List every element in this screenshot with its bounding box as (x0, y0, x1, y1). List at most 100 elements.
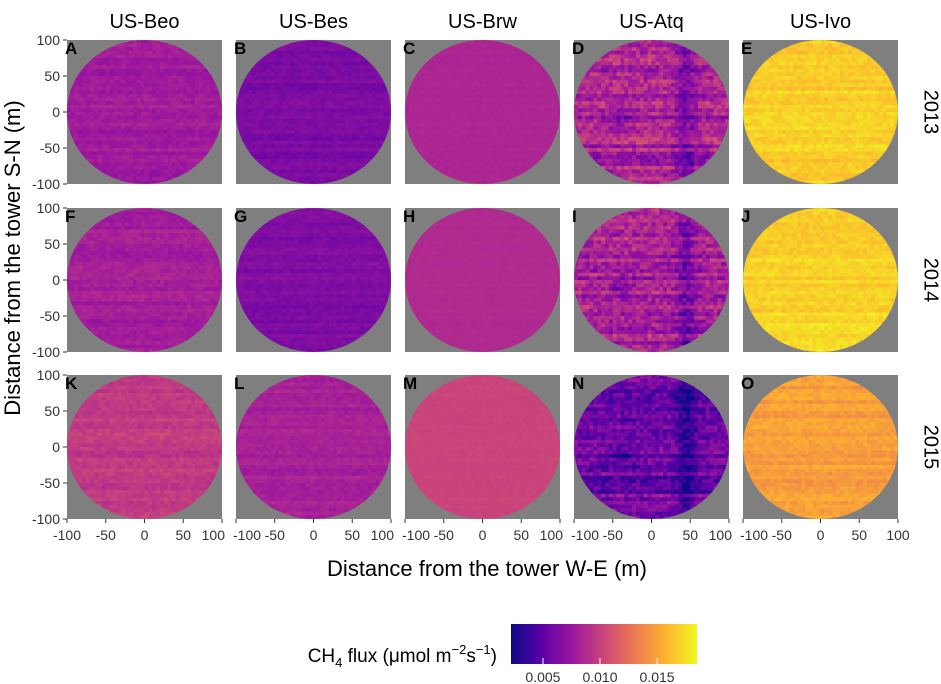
flux-cell (525, 68, 530, 73)
flux-cell (191, 79, 196, 84)
flux-cell (432, 104, 437, 109)
flux-cell (325, 50, 330, 55)
flux-cell (105, 79, 111, 84)
flux-cell (363, 58, 369, 63)
flux-cell (624, 47, 629, 52)
flux-cell (544, 112, 549, 117)
flux-cell (589, 86, 594, 91)
flux-cell (436, 126, 441, 131)
flux-cell (352, 61, 357, 66)
flux-cell (678, 58, 684, 63)
flux-cell (581, 119, 587, 124)
flux-cell (113, 68, 118, 73)
flux-cell (463, 180, 468, 184)
flux-cell (367, 151, 373, 156)
flux-cell (363, 130, 369, 135)
flux-cell (317, 158, 322, 163)
flux-cell (367, 104, 373, 109)
flux-cell (536, 144, 542, 149)
flux-cell (532, 61, 538, 66)
flux-cell (577, 90, 583, 95)
flux-cell (616, 101, 622, 106)
flux-cell (356, 101, 361, 106)
flux-cell (171, 126, 177, 131)
flux-cell (556, 112, 560, 117)
flux-cell (416, 130, 422, 135)
flux-cell (105, 83, 111, 88)
flux-cell (160, 122, 165, 127)
flux-cell (132, 58, 138, 63)
flux-cell (132, 101, 138, 106)
flux-cell (183, 148, 188, 153)
flux-cell (651, 126, 656, 131)
flux-cell (459, 65, 464, 70)
flux-cell (387, 94, 391, 99)
flux-cell (532, 58, 538, 63)
flux-cell (175, 101, 180, 106)
flux-cell (513, 50, 518, 55)
flux-cell (167, 162, 173, 167)
flux-cell (593, 65, 598, 70)
flux-cell (175, 173, 180, 178)
flux-cell (428, 155, 433, 160)
flux-cell (608, 115, 614, 120)
flux-cell (540, 97, 546, 102)
flux-cell (356, 54, 361, 59)
flux-cell (332, 155, 338, 160)
flux-cell (509, 43, 515, 48)
flux-cell (529, 108, 534, 113)
flux-cell (651, 140, 656, 145)
flux-cell (198, 90, 204, 95)
flux-cell (482, 83, 487, 88)
flux-cell (140, 79, 146, 84)
flux-cell (509, 151, 515, 156)
flux-cell (259, 79, 264, 84)
flux-cell (636, 126, 641, 131)
flux-cell (383, 97, 388, 102)
flux-cell (132, 148, 138, 153)
flux-cell (532, 140, 538, 145)
flux-cell (129, 108, 134, 113)
flux-cell (467, 155, 472, 160)
flux-cell (632, 61, 637, 66)
flux-cell (282, 68, 287, 73)
flux-cell (371, 68, 377, 73)
flux-cell (505, 90, 511, 95)
flux-cell (117, 79, 122, 84)
flux-cell (183, 68, 188, 73)
flux-cell (144, 180, 149, 184)
flux-cell (544, 79, 549, 84)
flux-cell (420, 83, 425, 88)
flux-cell (639, 108, 645, 113)
flux-cell (443, 54, 449, 59)
flux-cell (585, 115, 591, 120)
flux-cell (270, 112, 276, 117)
flux-cell (270, 72, 276, 77)
flux-cell (329, 65, 334, 70)
flux-cell (243, 83, 249, 88)
flux-cell (183, 58, 188, 63)
flux-cell (447, 83, 453, 88)
flux-cell (424, 119, 429, 124)
flux-cell (152, 173, 157, 178)
flux-cell (74, 76, 80, 81)
flux-cell (313, 155, 318, 160)
flux-cell (325, 166, 330, 171)
flux-cell (136, 58, 142, 63)
flux-cell (360, 130, 365, 135)
flux-cell (74, 86, 80, 91)
flux-cell (125, 155, 130, 160)
flux-cell (206, 83, 211, 88)
flux-cell (321, 119, 326, 124)
flux-cell (670, 155, 676, 160)
flux-cell (597, 115, 602, 120)
flux-cell (494, 173, 499, 178)
flux-cell (202, 115, 208, 120)
flux-cell (455, 158, 460, 163)
flux-cell (593, 94, 598, 99)
flux-cell (301, 50, 307, 55)
flux-cell (210, 104, 215, 109)
flux-cell (436, 76, 441, 81)
flux-cell (329, 97, 334, 102)
flux-cell (109, 108, 115, 113)
